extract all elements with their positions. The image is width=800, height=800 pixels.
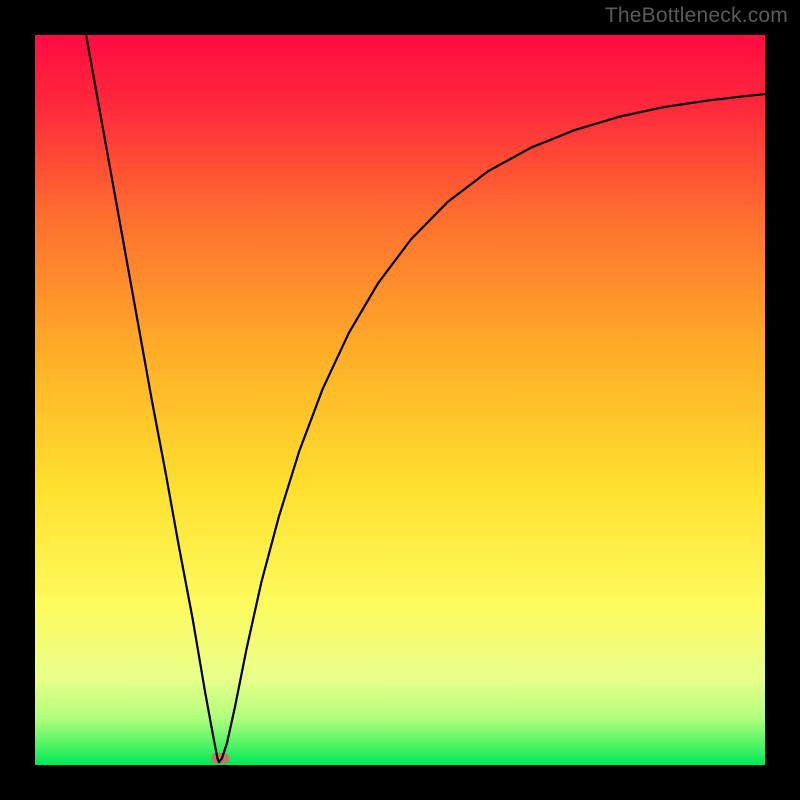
gradient-background [35, 35, 765, 765]
plot-svg [35, 35, 765, 765]
dip-marker [211, 753, 229, 764]
plot-area [35, 35, 765, 765]
watermark-text: TheBottleneck.com [605, 4, 788, 28]
chart-frame: TheBottleneck.com [0, 0, 800, 800]
